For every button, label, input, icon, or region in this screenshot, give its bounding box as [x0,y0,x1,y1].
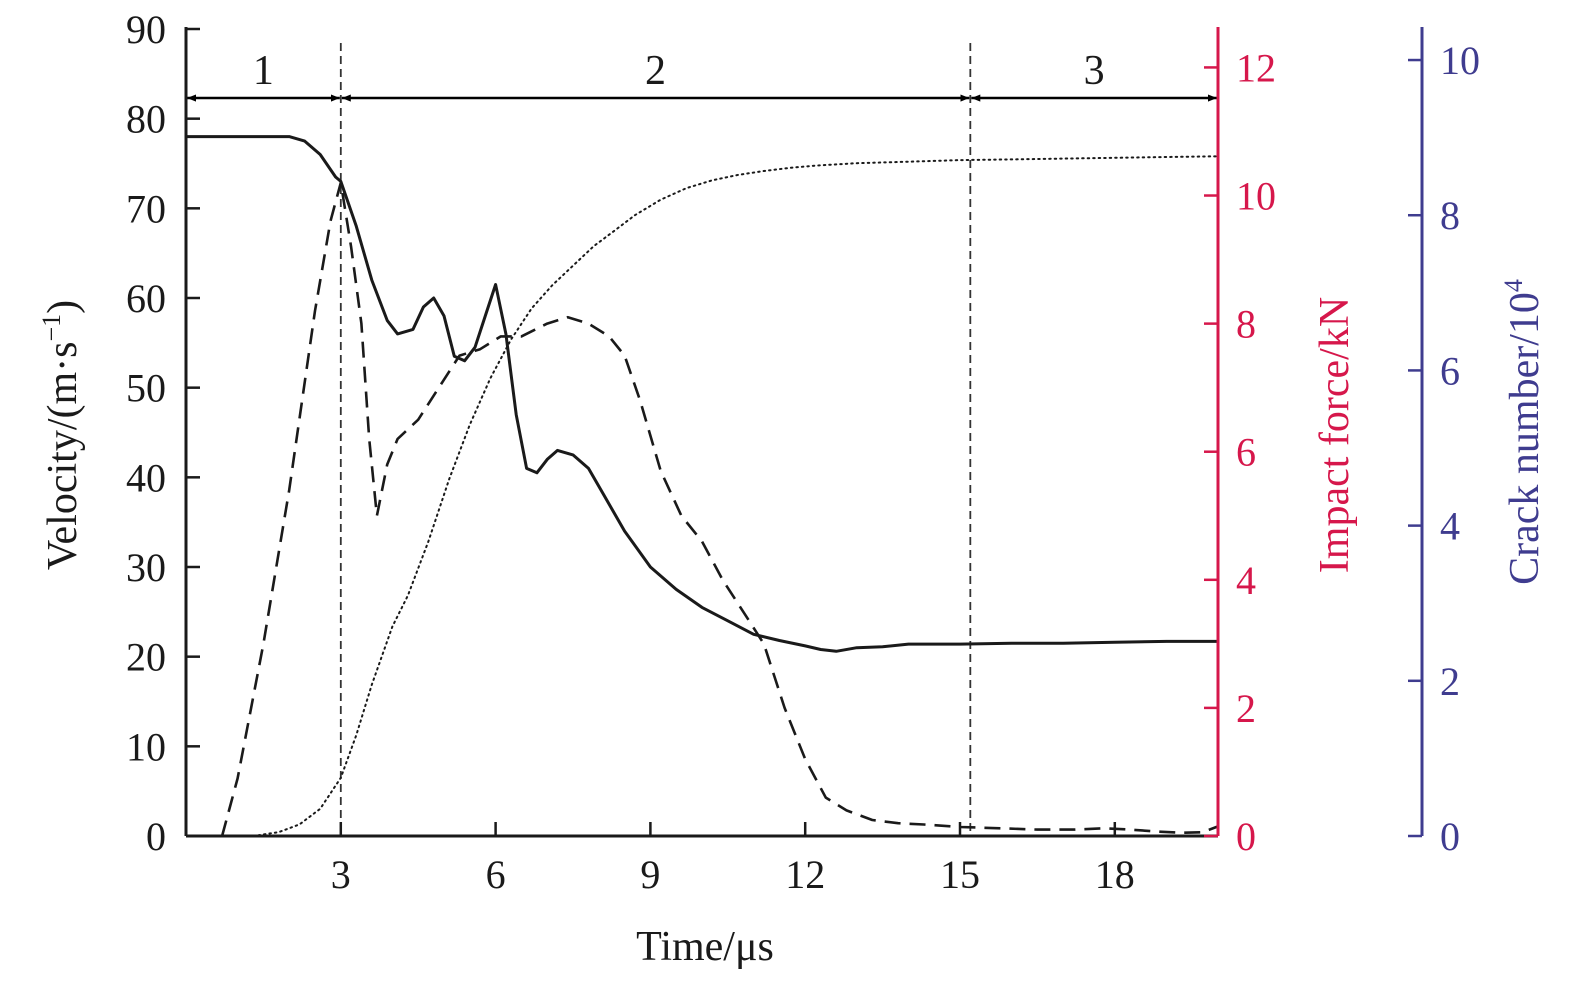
x-tick-label: 9 [640,852,660,897]
left-tick-label: 80 [126,97,166,142]
left-axis-title-close: ) [40,300,86,314]
right2-tick-label: 2 [1440,659,1460,704]
left-tick-label: 60 [126,276,166,321]
right2-tick-label: 6 [1440,348,1460,393]
x-tick-label: 6 [486,852,506,897]
right2-tick-label: 0 [1440,814,1460,859]
phase-label: 1 [253,48,274,94]
left-tick-label: 70 [126,186,166,231]
right1-tick-label: 6 [1236,430,1256,475]
right1-tick-label: 10 [1236,174,1276,219]
series-layer [186,135,1219,837]
right1-axis-title: Impact force/kN [1312,297,1358,573]
left-tick-label: 10 [126,724,166,769]
right2-axis-title-main: Crack number/10 [1502,292,1548,585]
left-axis-title-sup: −1 [37,314,66,342]
x-tick-label: 12 [785,852,825,897]
right1-tick-label: 4 [1236,558,1256,603]
right2-tick-label: 10 [1440,38,1480,83]
phase-label: 2 [645,48,666,94]
left-axis-title: Velocity/(m·s−1) [37,300,86,570]
axes-layer [184,27,1424,838]
x-tick-label: 15 [940,852,980,897]
left-tick-label: 90 [126,7,166,52]
right2-axis-title: Crack number/104 [1499,279,1548,585]
left-axis-title-main: Velocity/(m·s [40,342,86,571]
x-axis-title: Time/μs [636,924,774,970]
right1-tick-label: 12 [1236,45,1276,90]
right2-tick-label: 4 [1440,504,1460,549]
right1-tick-label: 2 [1236,686,1256,731]
x-tick-label: 3 [331,852,351,897]
left-tick-label: 20 [126,635,166,680]
phase-label: 3 [1084,48,1105,94]
left-tick-label: 40 [126,455,166,500]
right1-tick-label: 0 [1236,814,1256,859]
velocity-series-line [186,135,1218,653]
right2-axis-title-sup: 4 [1499,279,1528,292]
x-tick-label: 18 [1095,852,1135,897]
guides-layer: 1 2 3 [187,43,1217,836]
left-tick-label: 30 [126,545,166,590]
crack-number-series-line [252,155,1219,837]
right2-tick-label: 8 [1440,193,1460,238]
left-tick-label: 0 [146,814,166,859]
right1-tick-label: 8 [1236,302,1256,347]
left-tick-label: 50 [126,366,166,411]
